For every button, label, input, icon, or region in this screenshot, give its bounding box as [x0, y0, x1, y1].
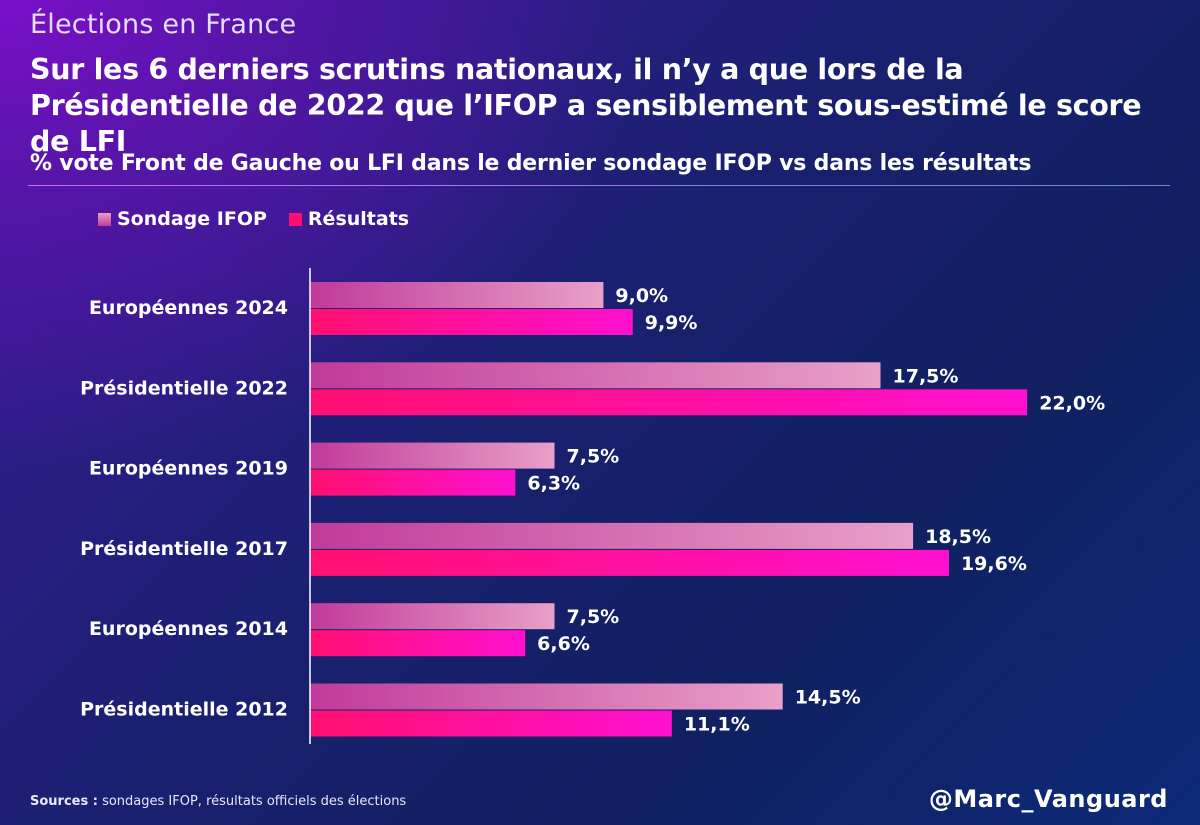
- bar-resultats: [310, 630, 526, 657]
- bar-resultats: [310, 549, 949, 576]
- legend-swatch-resultats: [288, 212, 302, 226]
- data-label-sondage: 18,5%: [925, 526, 991, 548]
- category-label: Présidentielle 2022: [80, 377, 288, 399]
- bar-sondage: [310, 683, 783, 710]
- bar-sondage: [310, 522, 914, 549]
- category-label: Européennes 2014: [89, 618, 288, 640]
- data-label-resultats: 6,6%: [537, 633, 590, 655]
- bar-resultats: [310, 469, 516, 496]
- data-label-resultats: 11,1%: [684, 714, 750, 736]
- data-label-sondage: 14,5%: [795, 687, 861, 709]
- legend-swatch-sondage: [98, 212, 111, 226]
- bar-sondage: [310, 442, 555, 469]
- bar-resultats: [310, 389, 1028, 416]
- legend-label-sondage: Sondage IFOP: [117, 208, 267, 230]
- bar-resultats: [310, 309, 633, 335]
- chart-subtitle: % vote Front de Gauche ou LFI dans le de…: [30, 151, 1032, 176]
- category-label: Présidentielle 2017: [80, 538, 288, 560]
- data-label-sondage: 17,5%: [893, 365, 959, 387]
- bar-sondage: [310, 282, 604, 308]
- data-label-resultats: 6,3%: [527, 473, 580, 495]
- category-label: Européennes 2019: [89, 458, 288, 480]
- author-handle: @Marc_Vanguard: [928, 785, 1168, 813]
- title-divider: [28, 185, 1170, 186]
- bar-sondage: [310, 603, 555, 630]
- bar-sondage: [310, 362, 881, 389]
- chart-title: Sur les 6 derniers scrutins nationaux, i…: [30, 53, 1142, 158]
- data-label-resultats: 22,0%: [1039, 392, 1105, 414]
- category-label: Européennes 2024: [89, 297, 288, 319]
- legend-item-resultats: Résultats: [288, 208, 410, 230]
- legend-label-resultats: Résultats: [307, 208, 410, 230]
- kicker-label: Élections en France: [30, 9, 297, 40]
- sources-label: Sources :: [30, 794, 98, 809]
- bar-resultats: [310, 710, 672, 737]
- legend: Sondage IFOP Résultats: [98, 208, 409, 230]
- category-label: Présidentielle 2012: [80, 699, 288, 721]
- data-label-sondage: 7,5%: [567, 446, 620, 468]
- data-label-resultats: 19,6%: [961, 553, 1027, 575]
- data-label-sondage: 7,5%: [567, 606, 620, 628]
- sources-text: sondages IFOP, résultats officiels des é…: [97, 794, 407, 809]
- sources-note: Sources : sondages IFOP, résultats offic…: [30, 794, 406, 809]
- data-label-resultats: 9,9%: [645, 312, 698, 334]
- bar-chart: Européennes 2024 9,0% 9,9% Présidentielle 2…: [80, 282, 1105, 737]
- data-label-sondage: 9,0%: [615, 285, 668, 307]
- legend-item-sondage: Sondage IFOP: [98, 208, 267, 230]
